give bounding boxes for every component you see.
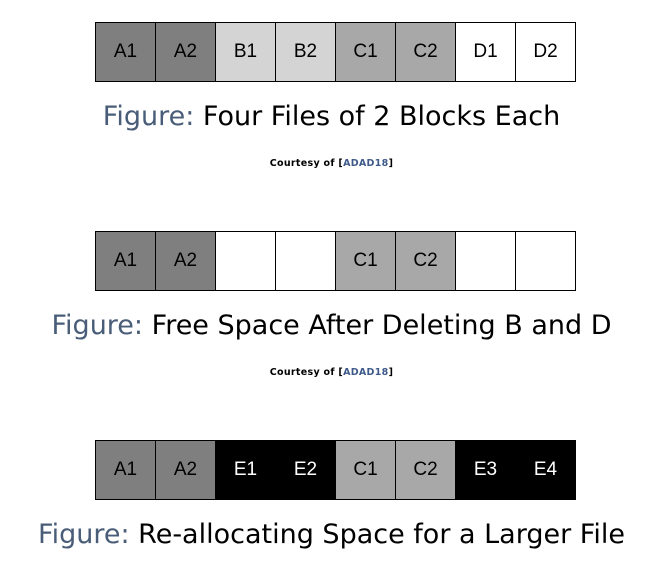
block: A2 [156, 440, 216, 500]
block [276, 231, 336, 291]
caption-text: Four Files of 2 Blocks Each [202, 101, 561, 132]
block: A1 [96, 231, 156, 291]
figure-caption: Figure: Free Space After Deleting B and … [0, 310, 663, 341]
block: D2 [516, 22, 576, 82]
block: C2 [396, 440, 456, 500]
courtesy-prefix: Courtesy of [ [269, 367, 344, 378]
courtesy-note: Courtesy of [ADAD18] [0, 367, 663, 378]
block: B1 [216, 22, 276, 82]
block-row: A1 A2 C1 C2 [95, 231, 576, 291]
courtesy-prefix: Courtesy of [ [269, 158, 344, 169]
block: A1 [96, 22, 156, 82]
block: E3 [456, 440, 516, 500]
block [216, 231, 276, 291]
block: C2 [396, 22, 456, 82]
caption-text: Re-allocating Space for a Larger File [138, 519, 625, 550]
caption-prefix: Figure: [102, 101, 195, 132]
citation-link[interactable]: ADAD18 [343, 367, 389, 378]
caption-text: Free Space After Deleting B and D [151, 310, 612, 341]
block-row: A1 A2 B1 B2 C1 C2 D1 D2 [95, 22, 576, 82]
figure-caption: Figure: Re-allocating Space for a Larger… [0, 519, 663, 550]
block: A1 [96, 440, 156, 500]
block: A2 [156, 231, 216, 291]
block [516, 231, 576, 291]
block: C1 [336, 231, 396, 291]
courtesy-suffix: ] [388, 158, 394, 169]
block: C2 [396, 231, 456, 291]
block: A2 [156, 22, 216, 82]
block: B2 [276, 22, 336, 82]
block: E2 [276, 440, 336, 500]
block: D1 [456, 22, 516, 82]
block: C1 [336, 22, 396, 82]
block: E4 [516, 440, 576, 500]
caption-prefix: Figure: [38, 519, 130, 550]
block: E1 [216, 440, 276, 500]
caption-prefix: Figure: [51, 310, 144, 341]
block: C1 [336, 440, 396, 500]
block-row: A1 A2 E1 E2 C1 C2 E3 E4 [95, 440, 576, 500]
citation-link[interactable]: ADAD18 [343, 158, 389, 169]
block [456, 231, 516, 291]
courtesy-note: Courtesy of [ADAD18] [0, 158, 663, 169]
courtesy-suffix: ] [388, 367, 394, 378]
figure-caption: Figure: Four Files of 2 Blocks Each [0, 101, 663, 132]
